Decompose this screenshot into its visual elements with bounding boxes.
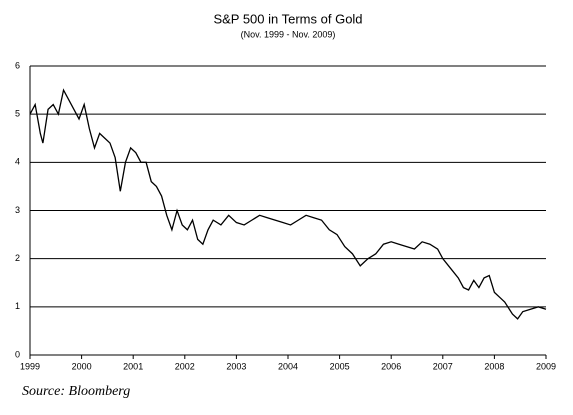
y-tick-label: 6 [15,60,20,70]
y-tick-label: 1 [15,301,20,311]
series-line [29,88,547,320]
x-tick-label: 2001 [123,361,143,371]
x-tick-label: 2004 [278,361,298,371]
x-tick-label: 2008 [484,361,504,371]
x-tick-label: 2005 [330,361,350,371]
y-tick-label: 3 [15,205,20,215]
x-tick-label: 1999 [20,361,40,371]
y-tick-label: 0 [15,349,20,359]
chart-title: S&P 500 in Terms of Gold [213,11,362,26]
source-note: Source: Bloomberg [22,384,130,399]
x-tick-label: 2003 [226,361,246,371]
x-tick-label: 2006 [381,361,401,371]
y-tick-label: 2 [15,253,20,263]
y-tick-label: 4 [15,157,20,167]
x-tick-label: 2002 [175,361,195,371]
x-tick-label: 2000 [72,361,92,371]
x-tick-label: 2009 [536,361,556,371]
y-tick-label: 5 [15,109,20,119]
chart-subtitle: (Nov. 1999 - Nov. 2009) [241,29,336,39]
x-tick-label: 2007 [433,361,453,371]
